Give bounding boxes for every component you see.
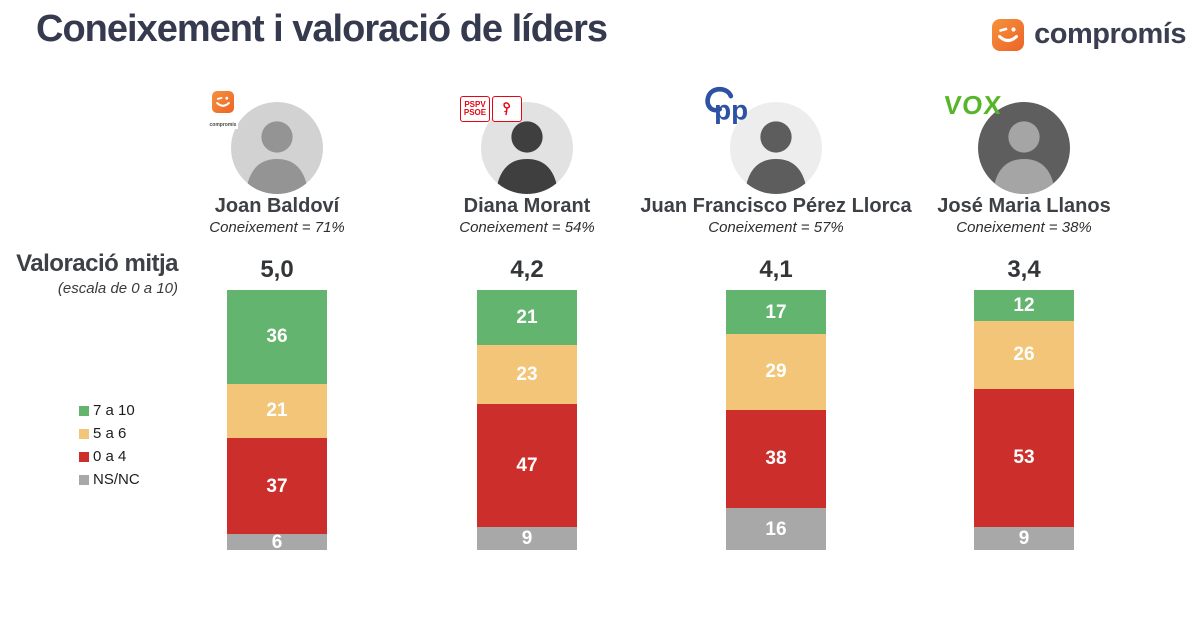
leader-name: Juan Francisco Pérez Llorca (640, 195, 912, 217)
pp-logo: pp (699, 85, 759, 124)
pspv-text: PSPV (464, 100, 486, 109)
bar-segment-5a6: 21 (227, 383, 327, 439)
bar-segment-0a4: 38 (726, 409, 826, 509)
pspv-psoe-logo: PSPV PSOE (460, 96, 522, 122)
bar-segment-7a10: 17 (726, 290, 826, 335)
leader-photo (231, 102, 323, 194)
legend-swatch-red (79, 451, 89, 462)
brand-wordmark: compromís (1034, 18, 1186, 50)
leader-photo (978, 102, 1070, 194)
bar-segment-nsnc: 16 (726, 508, 826, 550)
segment-value: 29 (765, 361, 787, 383)
average-value: 3,4 (1007, 256, 1041, 283)
compromis-smiley-icon (992, 18, 1025, 51)
leader-column-morant: PSPV PSOE Diana Morant Coneixement = 54% (387, 85, 667, 245)
leader-column-perez-llorca: pp Juan Francisco Pérez Llorca Coneixeme… (636, 85, 916, 245)
segment-value: 21 (516, 306, 538, 328)
legend-swatch-orange (79, 428, 89, 439)
leader-name: Diana Morant (463, 195, 591, 217)
segment-value: 38 (765, 448, 787, 470)
leader-name: Joan Baldoví (214, 195, 340, 217)
bar-segment-7a10: 12 (974, 290, 1074, 322)
segment-value: 23 (516, 363, 538, 385)
average-value: 4,2 (510, 256, 544, 283)
legend-item: 0 a 4 (79, 445, 140, 468)
vox-logo: VOX (942, 90, 1004, 120)
segment-value: 6 (271, 531, 283, 553)
svg-text:pp: pp (714, 94, 748, 124)
bar-segment-0a4: 37 (227, 438, 327, 535)
bar-segment-5a6: 23 (477, 344, 577, 405)
average-value: 5,0 (260, 256, 294, 283)
segment-value: 9 (1018, 527, 1030, 549)
segment-value: 36 (266, 326, 288, 348)
fist-rose-icon (492, 96, 522, 122)
legend-label: 0 a 4 (93, 448, 127, 465)
segment-value: 26 (1013, 344, 1035, 366)
legend-label: 5 a 6 (93, 425, 127, 442)
segment-value: 53 (1013, 447, 1035, 469)
leader-photo (730, 102, 822, 194)
segment-value: 47 (516, 454, 538, 476)
psoe-text: PSOE (463, 108, 487, 117)
bar-segment-nsnc: 6 (227, 531, 327, 553)
legend-swatch-gray (79, 474, 89, 485)
bar-segment-nsnc: 9 (477, 526, 577, 550)
bar-segment-5a6: 29 (726, 334, 826, 410)
bar-segment-nsnc: 9 (974, 526, 1074, 550)
average-value: 4,1 (759, 256, 793, 283)
stacked-bar-perez-llorca: 17 29 38 16 (726, 290, 826, 550)
leader-column-baldovi: compromís Joan Baldoví Coneixement = 71% (137, 85, 417, 245)
legend-item: 5 a 6 (79, 422, 140, 445)
bar-segment-7a10: 36 (227, 290, 327, 384)
leader-coneixement: Coneixement = 54% (459, 219, 595, 236)
legend-item: NS/NC (79, 468, 140, 491)
person-silhouette-icon (495, 121, 559, 194)
leader-name: José Maria Llanos (937, 195, 1111, 217)
person-silhouette-icon (744, 121, 808, 194)
leader-column-llanos: VOX José Maria Llanos Coneixement = 38% (884, 85, 1164, 245)
compromis-logo-text: compromís (207, 121, 239, 129)
axis-subtitle: (escala de 0 a 10) (57, 280, 178, 297)
segment-value: 16 (765, 518, 787, 540)
segment-value: 17 (765, 301, 787, 323)
axis-title: Valoració mitja (16, 250, 178, 277)
segment-value: 12 (1013, 295, 1035, 317)
person-silhouette-icon (245, 121, 309, 194)
legend: 7 a 10 5 a 6 0 a 4 NS/NC (79, 399, 140, 491)
bar-segment-7a10: 21 (477, 290, 577, 345)
bar-segment-0a4: 47 (477, 404, 577, 527)
legend-label: 7 a 10 (93, 402, 135, 419)
compromis-logo: compromís (203, 91, 243, 131)
compromis-smiley-mini-icon (212, 91, 234, 113)
stacked-bar-llanos: 12 26 53 9 (974, 290, 1074, 550)
stacked-bar-baldovi: 36 21 37 6 (227, 290, 327, 553)
y-axis-label: Valoració mitja (escala de 0 a 10) (0, 250, 178, 297)
pspv-psoe-text-box: PSPV PSOE (460, 96, 490, 122)
segment-value: 9 (521, 527, 533, 549)
leader-coneixement: Coneixement = 57% (708, 219, 844, 236)
segment-value: 37 (266, 475, 288, 497)
brand: compromís (992, 18, 1186, 51)
leader-coneixement: Coneixement = 38% (956, 219, 1092, 236)
person-silhouette-icon (992, 121, 1056, 194)
leader-coneixement: Coneixement = 71% (209, 219, 345, 236)
page-title: Coneixement i valoració de líders (36, 8, 608, 50)
legend-label: NS/NC (93, 471, 140, 488)
leader-photo (481, 102, 573, 194)
bar-segment-0a4: 53 (974, 388, 1074, 527)
stacked-bar-morant: 21 23 47 9 (477, 290, 577, 550)
legend-item: 7 a 10 (79, 399, 140, 422)
segment-value: 21 (266, 400, 288, 422)
legend-swatch-green (79, 405, 89, 416)
bar-segment-5a6: 26 (974, 321, 1074, 389)
